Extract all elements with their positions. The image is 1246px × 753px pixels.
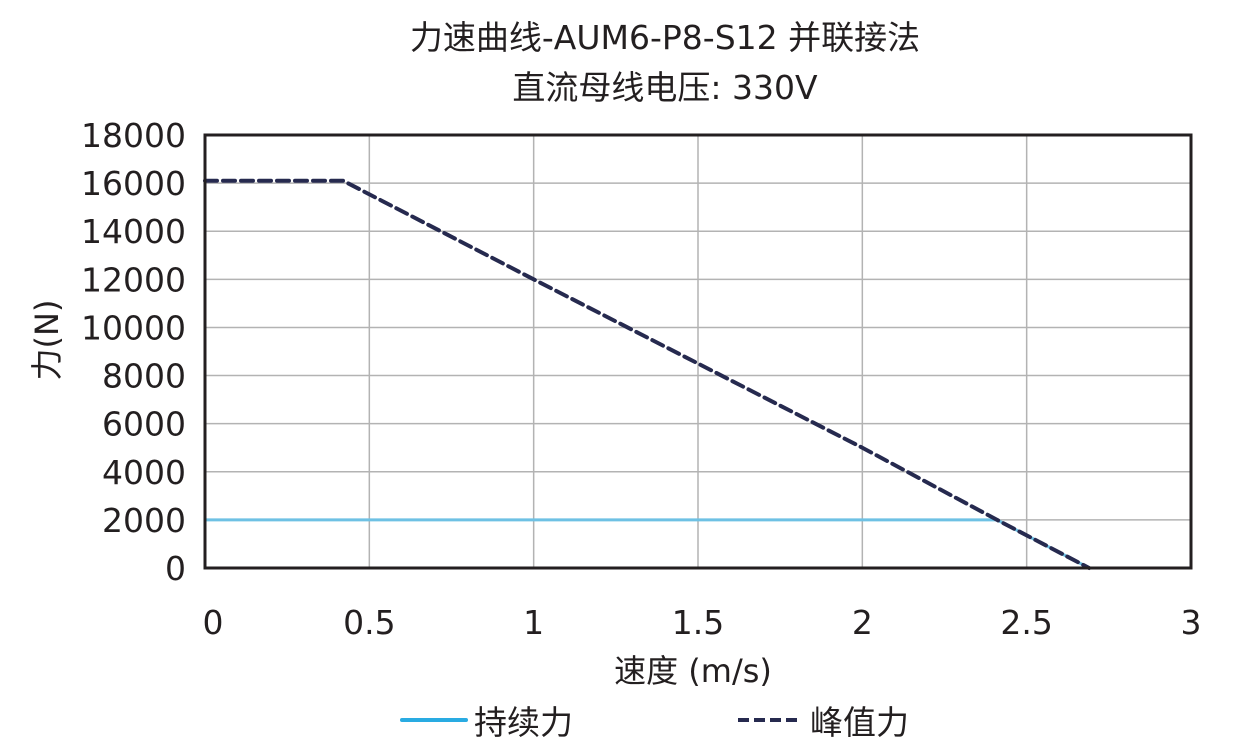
y-tick-label: 14000: [81, 212, 186, 251]
y-tick-label: 16000: [81, 164, 186, 203]
x-tick-label: 2.5: [1000, 603, 1052, 642]
y-tick-label: 0: [165, 549, 186, 588]
x-tick-label: 2: [852, 603, 873, 642]
y-tick-label: 18000: [81, 116, 186, 155]
y-tick-label: 2000: [102, 501, 186, 540]
chart-title: 力速曲线-AUM6-P8-S12 并联接法: [409, 18, 921, 57]
plot-frame: [203, 133, 1193, 570]
solid-line-icon: [400, 718, 468, 722]
x-tick-label: 0.5: [343, 603, 395, 642]
x-tick-label: 3: [1181, 603, 1202, 642]
y-tick-label: 4000: [102, 453, 186, 492]
x-tick-label: 0: [203, 603, 224, 642]
x-tick-label: 1: [523, 603, 544, 642]
x-axis-ticks: 0 0.5 1 1.5 2 2.5 3: [203, 603, 1202, 642]
x-tick-label: 1.5: [672, 603, 724, 642]
x-axis-label: 速度 (m/s): [614, 652, 772, 690]
legend-item-continuous: 持续力: [400, 697, 573, 743]
legend-label-continuous: 持续力: [474, 703, 573, 742]
y-tick-label: 10000: [81, 308, 186, 347]
chart-subtitle: 直流母线电压: 330V: [512, 68, 818, 107]
legend-label-peak: 峰值力: [810, 703, 909, 742]
continuous-force-line: [205, 518, 1090, 570]
data-series: [203, 178, 1092, 570]
grid-lines: [204, 134, 1192, 569]
y-tick-label: 8000: [102, 357, 186, 396]
y-tick-label: 6000: [102, 405, 186, 444]
y-axis-label: 力(N): [28, 300, 66, 381]
y-tick-label: 12000: [81, 260, 186, 299]
y-axis-ticks: 0 2000 4000 6000 8000 10000 12000 14000 16000 180…: [81, 116, 186, 588]
legend-item-peak: 峰值力: [736, 697, 909, 743]
dashed-line-icon: [738, 718, 802, 722]
peak-force-line: [203, 178, 1092, 570]
